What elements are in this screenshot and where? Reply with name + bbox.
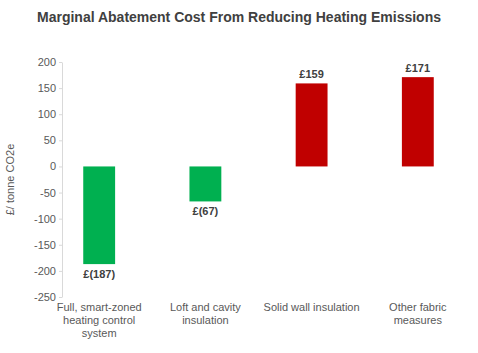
bar (83, 166, 115, 264)
y-axis-line (62, 63, 63, 298)
y-tick-mark (59, 140, 62, 141)
y-tick-label: -150 (34, 239, 56, 251)
y-tick-mark (59, 245, 62, 246)
y-tick-label: -100 (34, 213, 56, 225)
bar (189, 166, 221, 201)
y-tick: 0 (50, 160, 62, 172)
chart: Marginal Abatement Cost From Reducing He… (0, 0, 478, 353)
x-axis: Full, smart-zonedheating controlsystem Lo… (57, 301, 447, 339)
y-tick-mark (59, 62, 62, 63)
x-tick-label: Full, smart-zonedheating controlsystem (57, 301, 142, 339)
data-label: £(67) (193, 205, 219, 217)
y-axis: -250 -200 -150 -100 -50 0 50 100 150 200 (34, 56, 63, 303)
y-tick-label: 50 (44, 134, 56, 146)
x-tick-label: Loft and cavityinsulation (170, 301, 241, 326)
y-tick: 100 (38, 108, 62, 120)
x-tick-label: Other fabricmeasures (389, 301, 447, 326)
y-tick-label: 200 (38, 56, 56, 68)
bar (296, 83, 328, 166)
y-tick-mark (59, 88, 62, 89)
y-tick-label: -250 (34, 291, 56, 303)
y-tick: 200 (38, 56, 62, 68)
y-axis-title: £/ tonne CO2e (4, 144, 16, 216)
y-tick-mark (59, 297, 62, 298)
y-tick-label: 150 (38, 82, 56, 94)
y-tick: -100 (34, 213, 62, 225)
bar (402, 77, 434, 166)
y-tick: 150 (38, 82, 62, 94)
y-tick-mark (59, 166, 62, 167)
y-tick: -150 (34, 239, 62, 251)
y-tick: -50 (40, 187, 62, 199)
bars (83, 77, 434, 264)
y-tick-mark (59, 271, 62, 272)
data-label: £(187) (83, 268, 115, 280)
data-labels: £(187) £(67) £159 £171 (83, 62, 430, 280)
y-tick-mark (59, 219, 62, 220)
y-tick: -200 (34, 265, 62, 277)
data-label: £159 (299, 68, 323, 80)
y-tick-mark (59, 114, 62, 115)
y-tick: 50 (44, 134, 62, 146)
y-tick-label: -50 (40, 187, 56, 199)
x-tick-label: Solid wall insulation (264, 301, 360, 313)
y-tick-mark (59, 193, 62, 194)
title: Marginal Abatement Cost From Reducing He… (37, 9, 441, 25)
y-tick-label: 100 (38, 108, 56, 120)
data-label: £171 (406, 62, 430, 74)
y-tick-label: -200 (34, 265, 56, 277)
y-tick-label: 0 (50, 160, 56, 172)
